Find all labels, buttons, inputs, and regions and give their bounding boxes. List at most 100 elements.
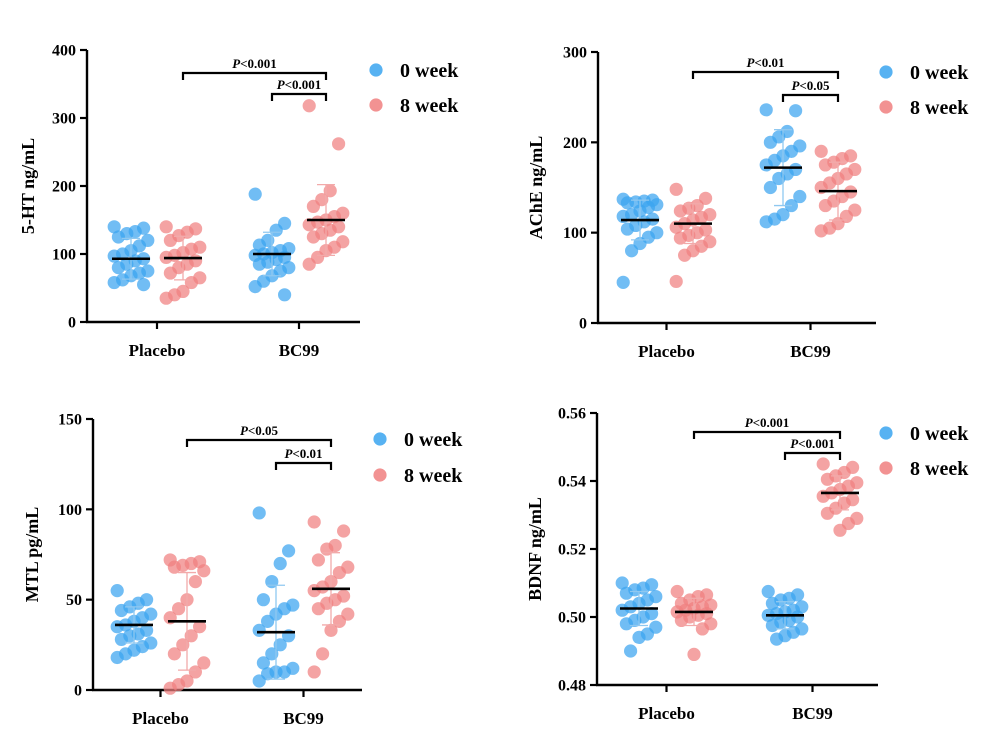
data-group	[759, 103, 807, 229]
y-tick-label: 50	[66, 592, 82, 609]
legend-label: 0 week	[910, 62, 969, 84]
data-point	[163, 233, 177, 247]
chart-panel-4: 0.48 0.50 0.52 0.54 0.56 Placebo BC99 BDNF ng/m…	[525, 406, 969, 724]
p-value-label: P<0.01	[746, 55, 784, 70]
significance-bracket	[274, 461, 333, 470]
data-point	[814, 144, 828, 158]
data-point	[159, 291, 173, 305]
data-point	[110, 620, 124, 634]
y-tick-label: 200	[52, 179, 76, 196]
data-group	[107, 220, 155, 292]
y-tick-label: 0.52	[558, 542, 586, 559]
data-point	[107, 275, 121, 290]
p-value-label: P<0.001	[277, 77, 322, 92]
significance-bracket	[185, 438, 333, 447]
data-point	[252, 257, 266, 271]
x-category-label: BC99	[792, 704, 833, 723]
data-point	[833, 523, 847, 537]
data-point	[311, 602, 325, 616]
data-point	[188, 665, 202, 679]
legend-marker	[879, 461, 893, 475]
legend-label: 8 week	[910, 458, 969, 480]
data-point	[818, 198, 833, 213]
data-point	[669, 274, 683, 289]
data-point	[107, 220, 121, 234]
x-category-label: Placebo	[638, 704, 695, 723]
chart-panel-3: 0 50 100 150 Placebo BC99 MTL pg/mL P<0.05 P<0.0…	[22, 412, 463, 729]
data-point	[670, 584, 684, 599]
data-point	[763, 135, 778, 149]
data-point	[307, 515, 321, 529]
data-point	[110, 650, 124, 665]
data-point	[616, 275, 630, 289]
data-point	[695, 622, 710, 636]
data-point	[256, 593, 270, 607]
significance-bracket	[691, 70, 840, 79]
data-point	[273, 556, 287, 571]
data-point	[761, 584, 775, 599]
y-axis-title: AChE ng/mL	[526, 136, 546, 240]
data-group	[670, 584, 718, 662]
data-point	[770, 632, 784, 646]
legend-marker	[369, 63, 383, 77]
data-point	[624, 644, 638, 658]
data-group	[252, 506, 300, 688]
y-tick-label: 300	[563, 45, 587, 62]
data-point	[332, 565, 346, 580]
data-point	[193, 620, 207, 634]
data-point	[306, 230, 320, 244]
y-tick-label: 100	[58, 502, 82, 519]
data-point	[820, 472, 835, 486]
x-category-label: Placebo	[129, 341, 186, 360]
data-point	[248, 187, 262, 201]
data-point	[282, 544, 296, 558]
y-tick-label: 0.50	[558, 610, 586, 627]
data-point	[302, 99, 316, 113]
data-point	[673, 204, 688, 218]
data-point	[184, 629, 198, 643]
legend: 0 week 8 week	[369, 60, 459, 117]
legend-marker	[879, 65, 893, 79]
data-point	[252, 623, 266, 637]
legend-label: 8 week	[910, 97, 969, 119]
legend-label: 8 week	[404, 465, 463, 487]
y-tick-label: 0.54	[558, 474, 586, 491]
data-point	[269, 223, 283, 237]
data-group	[615, 576, 663, 658]
data-point	[172, 602, 186, 616]
data-point	[619, 586, 634, 600]
data-group	[307, 515, 355, 679]
data-point	[620, 196, 635, 210]
legend-marker	[373, 468, 387, 482]
legend-label: 0 week	[910, 423, 969, 445]
data-point	[818, 158, 833, 172]
chart-panel-1: 0 100 200 300 400 Placebo BC99 5-HT ng/mL P<0.00…	[18, 43, 459, 361]
data-group	[302, 99, 350, 271]
data-point	[188, 575, 202, 589]
data-point	[324, 623, 338, 637]
p-value-label: P<0.001	[232, 56, 277, 71]
data-point	[673, 231, 688, 245]
legend: 0 week 8 week	[879, 423, 969, 480]
data-group	[816, 457, 864, 537]
y-axis-title: 5-HT ng/mL	[18, 138, 38, 234]
data-point	[316, 647, 330, 661]
data-point	[619, 617, 634, 631]
data-point	[793, 189, 807, 204]
chart-panel-2: 0 100 200 300 Placebo BC99 AChE ng/mL P<0.01 P<0…	[526, 45, 969, 362]
data-point	[107, 249, 121, 263]
significance-bracket	[783, 451, 842, 460]
legend-label: 0 week	[404, 429, 463, 451]
data-point	[167, 647, 181, 661]
data-point	[137, 278, 151, 292]
y-axis-title: MTL pg/mL	[22, 507, 42, 603]
p-value-label: P<0.05	[240, 423, 279, 438]
data-point	[615, 603, 629, 617]
data-group	[159, 220, 207, 305]
data-group	[163, 553, 211, 695]
data-point	[302, 218, 316, 232]
legend-marker	[369, 98, 383, 112]
data-point	[159, 220, 173, 234]
data-point	[678, 248, 692, 262]
